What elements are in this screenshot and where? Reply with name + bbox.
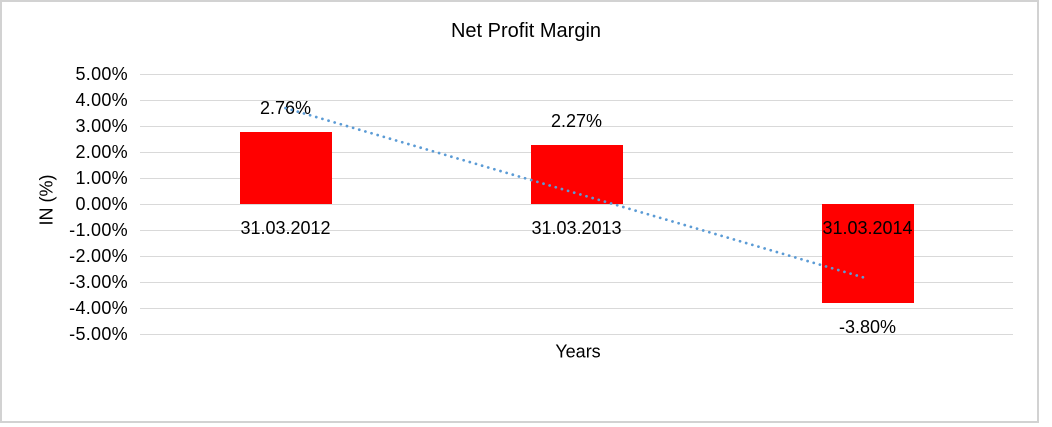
gridline xyxy=(140,99,1013,101)
y-axis-tick-label: 0.00% xyxy=(75,194,128,214)
gridline xyxy=(140,333,1013,335)
gridline xyxy=(140,307,1013,309)
bar-value-label: -3.80% xyxy=(838,316,897,337)
y-axis-tick-label: -3.00% xyxy=(69,272,128,292)
bar-value-label: 2.27% xyxy=(550,110,603,131)
category-label: 31.03.2012 xyxy=(240,218,331,238)
y-axis-tick-label: 1.00% xyxy=(75,168,128,188)
y-axis-tick-label: -5.00% xyxy=(69,324,128,344)
gridline xyxy=(140,73,1013,75)
y-axis-tick-label: -4.00% xyxy=(69,298,128,318)
gridline xyxy=(140,281,1013,283)
bar xyxy=(239,132,332,204)
category-label: 31.03.2014 xyxy=(822,218,913,238)
y-axis-tick-label: 2.00% xyxy=(75,142,128,162)
y-axis-tick-label: 4.00% xyxy=(75,90,128,110)
chart-title: Net Profit Margin xyxy=(450,20,602,42)
bar-value-label: 2.76% xyxy=(259,98,312,119)
x-axis-title: Years xyxy=(555,341,601,362)
y-axis-tick-label: -1.00% xyxy=(69,220,128,240)
y-axis-tick-label: 3.00% xyxy=(75,116,128,136)
y-axis-tick-label: 5.00% xyxy=(75,64,128,84)
y-axis-tick-label: -2.00% xyxy=(69,246,128,266)
category-label: 31.03.2013 xyxy=(531,218,622,238)
bar xyxy=(530,144,623,204)
